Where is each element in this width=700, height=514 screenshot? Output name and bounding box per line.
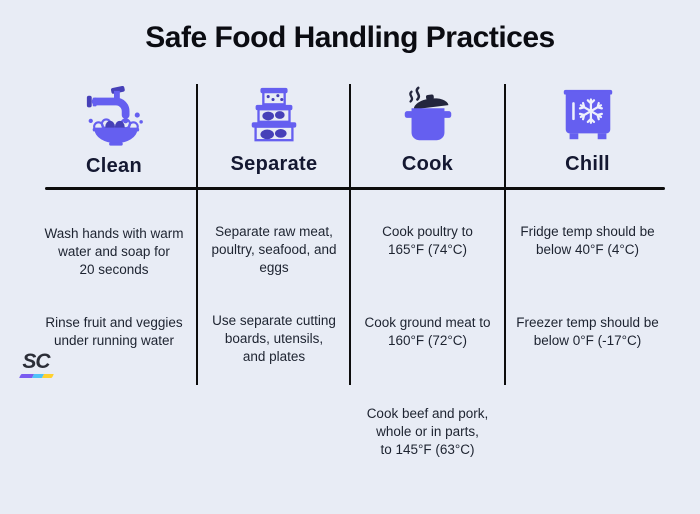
column-heading: Chill [565, 153, 610, 175]
header-divider-line [45, 187, 665, 190]
tip-text: Fridge temp should be below 40°F (4°C) [520, 224, 655, 257]
stacked-food-containers-icon [243, 84, 305, 146]
column-body: Separate raw meat, poultry, seafood, and… [211, 205, 336, 401]
tip-text: Cook poultry to 165°F (74°C) [382, 224, 473, 257]
column-heading: Clean [86, 155, 142, 177]
column-body: Wash hands with warm water and soap for … [44, 207, 183, 385]
handwashing-faucet-icon [83, 84, 145, 148]
column-separate: Separate Separate raw meat, poultry, sea… [198, 84, 350, 386]
column-cook: Cook Cook poultry to 165°F (74°C) Cook g… [350, 84, 505, 457]
column-heading: Separate [230, 153, 318, 175]
tip-text: Cook ground meat to 160°F (72°C) [364, 315, 491, 348]
tip-text: Wash hands with warm water and soap for … [44, 226, 184, 277]
brand-logo-underline [18, 374, 54, 378]
tip-text: Rinse fruit and veggies under running wa… [45, 315, 183, 348]
brand-logo: SC [16, 351, 56, 378]
columns-row: Clean Wash hands with warm water and soa… [30, 84, 670, 457]
column-body: Fridge temp should be below 40°F (4°C) F… [516, 205, 659, 405]
column-heading: Cook [401, 153, 454, 175]
tip-text: Cook beef and pork, whole or in parts, t… [366, 406, 489, 457]
logo-underline-segment-yellow [41, 374, 54, 378]
column-divider-1 [196, 84, 198, 385]
column-divider-2 [349, 84, 351, 385]
infographic-poster: Safe Food Handling Practices [16, 21, 670, 457]
tip-text: Freezer temp should be below 0°F (-17°C) [516, 315, 659, 348]
cooking-pot-icon [397, 84, 459, 146]
column-clean: Clean Wash hands with warm water and soa… [30, 84, 198, 386]
tip-text: Use separate cutting boards, utensils, a… [212, 313, 336, 364]
column-body: Cook poultry to 165°F (74°C) Cook ground… [364, 205, 490, 514]
freezer-snowflake-icon [557, 84, 619, 146]
page-title: Safe Food Handling Practices [145, 21, 555, 54]
column-chill: Chill Fridge temp should be below 40°F (… [505, 84, 670, 386]
brand-logo-text: SC [22, 350, 50, 373]
tip-text: Separate raw meat, poultry, seafood, and… [211, 224, 337, 275]
column-divider-3 [504, 84, 506, 385]
